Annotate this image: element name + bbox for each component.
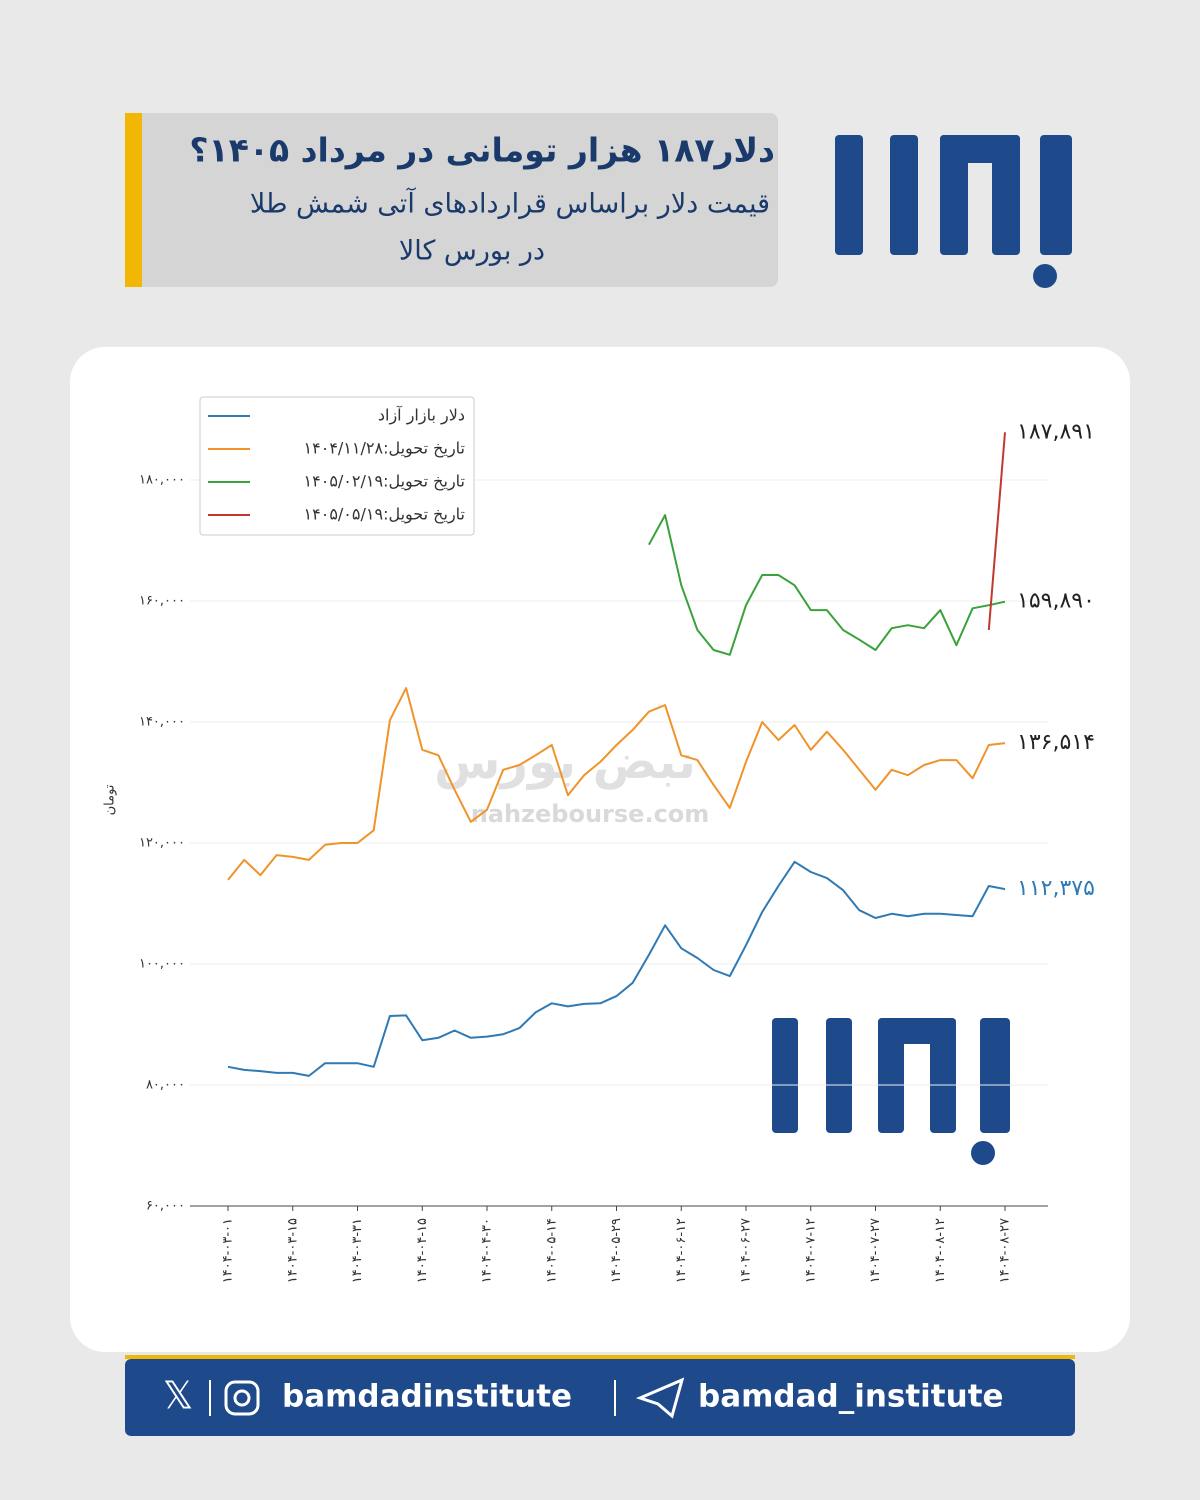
instagram-icon[interactable]	[224, 1380, 260, 1416]
legend-label: تاریخ تحویل:۱۴۰۴/۱۱/۲۸	[304, 439, 465, 459]
series-line	[987, 432, 1006, 631]
y-tick-label: ۱۲۰,۰۰۰	[139, 836, 185, 851]
x-tick-label: ۱۴۰۴-۰۶-۲۷	[739, 1218, 754, 1283]
legend-label: تاریخ تحویل:۱۴۰۵/۰۵/۱۹	[304, 505, 465, 525]
header-title: دلار۱۸۷ هزار تومانی در مرداد ۱۴۰۵؟	[189, 131, 775, 171]
end-label: ۱۳۶,۵۱۴	[1017, 730, 1095, 755]
x-tick-label: ۱۴۰۴-۰۷-۱۲	[803, 1218, 818, 1283]
x-icon[interactable]: 𝕏	[163, 1374, 194, 1418]
chart-card	[70, 347, 1130, 1352]
x-tick-label: ۱۴۰۴-۰۵-۲۹	[609, 1218, 624, 1283]
watermark: نبض بورس	[434, 734, 696, 790]
x-tick-label: ۱۴۰۴-۰۵-۱۴	[544, 1218, 559, 1283]
watermark-url: nahzebourse.com	[471, 800, 710, 828]
header-subtitle: قیمت دلار براساس قراردادهای آتی شمش طلا	[250, 188, 770, 220]
x-tick-label: ۱۴۰۴-۰۸-۲۷	[998, 1218, 1013, 1283]
plot: ۶۰,۰۰۰ ۸۰,۰۰۰ ۱۰۰,۰۰۰ ۱۲۰,۰۰۰ ۱۴۰,۰۰۰ ۱۶۰,۰۰۰…	[139, 396, 1095, 1283]
x-tick-label: ۱۴۰۴-۰۳-۳۱	[350, 1218, 365, 1283]
telegram-handle[interactable]: bamdad_institute	[698, 1379, 1004, 1415]
logo	[835, 135, 1072, 288]
y-tick-label: ۱۰۰,۰۰۰	[139, 957, 185, 972]
footer-bar	[125, 1359, 1075, 1436]
legend-label: دلار بازار آزاد	[378, 406, 465, 426]
legend-box	[199, 396, 475, 536]
end-label: ۱۵۹,۸۹۰	[1017, 589, 1095, 614]
y-tick-label: ۱۶۰,۰۰۰	[139, 594, 185, 609]
y-tick-label: ۱۸۰,۰۰۰	[139, 473, 185, 488]
x-tick-label: ۱۴۰۴-۰۳-۰۱	[221, 1218, 236, 1283]
header-accent	[125, 113, 142, 287]
telegram-icon[interactable]	[635, 1377, 685, 1419]
instagram-icon-lens	[233, 1389, 251, 1407]
y-axis-label: تومان	[103, 784, 118, 815]
y-tick-label: ۱۴۰,۰۰۰	[139, 715, 185, 730]
x-tick-label: ۱۴۰۴-۰۸-۱۲	[933, 1218, 948, 1283]
end-label: ۱۱۲,۳۷۵	[1017, 876, 1095, 901]
y-tick-label: ۸۰,۰۰۰	[146, 1078, 185, 1093]
logo	[772, 1018, 1010, 1165]
x-tick-label: ۱۴۰۴-۰۶-۱۲	[674, 1218, 689, 1283]
legend-label: تاریخ تحویل:۱۴۰۵/۰۲/۱۹	[304, 472, 465, 492]
y-tick-label: ۶۰,۰۰۰	[146, 1199, 185, 1214]
header-subtitle: در بورس کالا	[399, 236, 545, 267]
x-tick-label: ۱۴۰۴-۰۴-۳۰	[480, 1218, 495, 1283]
series-line	[648, 514, 1006, 656]
header-box	[125, 113, 778, 287]
x-tick-label: ۱۴۰۴-۰۴-۱۵	[415, 1218, 430, 1283]
end-label: ۱۸۷,۸۹۱	[1017, 419, 1095, 444]
series-line	[227, 687, 1006, 881]
series-line	[227, 860, 1006, 1077]
x-tick-label: ۱۴۰۴-۰۷-۲۷	[868, 1218, 883, 1283]
instagram-handle[interactable]: bamdadinstitute	[282, 1379, 572, 1415]
x-tick-label: ۱۴۰۴-۰۳-۱۵	[285, 1218, 300, 1283]
footer-accent	[125, 1355, 1075, 1359]
